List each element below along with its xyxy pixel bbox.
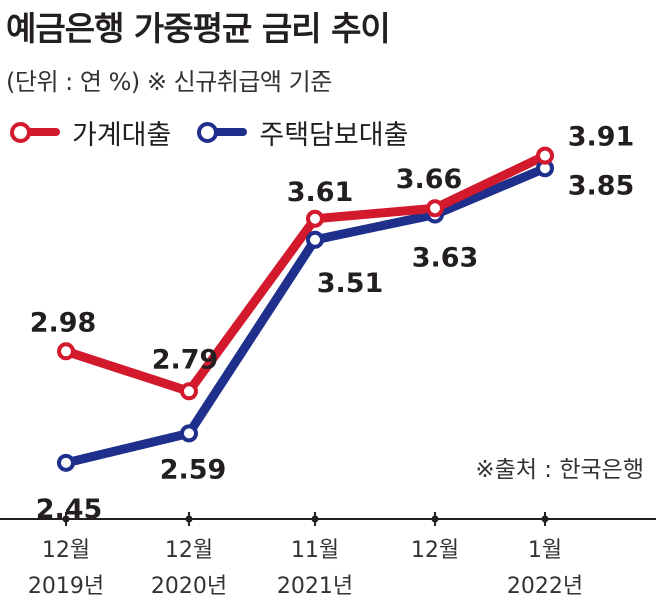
data-label-s0-0: 2.98	[30, 307, 97, 338]
x-tick-label-year-2: 2021년	[277, 574, 353, 599]
chart-subtitle: (단위 : 연 %) ※ 신규취급액 기준	[6, 68, 332, 96]
x-tick-label-year-4: 2022년	[507, 574, 583, 599]
data-point-s0-1	[180, 382, 198, 401]
data-label-s1-4: 3.85	[568, 170, 635, 201]
x-tick-dot-3	[431, 515, 439, 523]
x-tick-label-month-4: 1월	[528, 538, 562, 563]
legend-item-mortgage: 주택담보대출	[197, 113, 408, 152]
x-tick-dot-1	[185, 515, 193, 523]
x-tick-label-month-3: 12월	[411, 538, 459, 563]
data-label-s1-0: 2.45	[36, 494, 103, 525]
data-label-s1-1: 2.59	[160, 454, 227, 485]
legend-swatch-household	[10, 121, 64, 143]
x-tick-label-month-1: 12월	[165, 538, 213, 563]
data-point-s1-1	[180, 424, 198, 443]
legend-label-mortgage: 주택담보대출	[259, 119, 409, 151]
data-label-s1-3: 3.63	[412, 243, 479, 274]
legend: 가계대출 주택담보대출	[10, 113, 434, 152]
x-tick-label-month-0: 12월	[42, 538, 90, 563]
data-label-s1-2: 3.51	[317, 268, 384, 299]
x-tick-dot-4	[541, 515, 549, 523]
data-label-s0-3: 3.66	[396, 164, 463, 195]
source-note: ※출처 : 한국은행	[475, 457, 644, 483]
legend-swatch-mortgage	[197, 121, 251, 143]
data-label-s0-2: 3.61	[287, 177, 354, 208]
x-tick-dot-2	[311, 515, 319, 523]
x-tick-dot-0	[62, 515, 70, 523]
x-tick-label-month-2: 11월	[291, 538, 339, 563]
data-point-s0-2	[306, 209, 324, 228]
legend-label-household: 가계대출	[72, 119, 172, 151]
data-point-s1-0	[57, 453, 75, 472]
legend-item-household: 가계대출	[10, 113, 171, 152]
data-label-s0-1: 2.79	[152, 344, 219, 375]
data-point-s0-3	[426, 199, 444, 218]
series-line-1	[61, 163, 550, 468]
data-point-s0-4	[536, 146, 554, 165]
data-point-s0-0	[57, 342, 75, 361]
data-label-s0-4: 3.91	[568, 122, 635, 153]
chart-title: 예금은행 가중평균 금리 추이	[6, 9, 391, 48]
x-tick-label-year-1: 2020년	[151, 574, 227, 599]
x-tick-label-year-0: 2019년	[28, 574, 104, 599]
data-point-s1-2	[306, 230, 324, 249]
